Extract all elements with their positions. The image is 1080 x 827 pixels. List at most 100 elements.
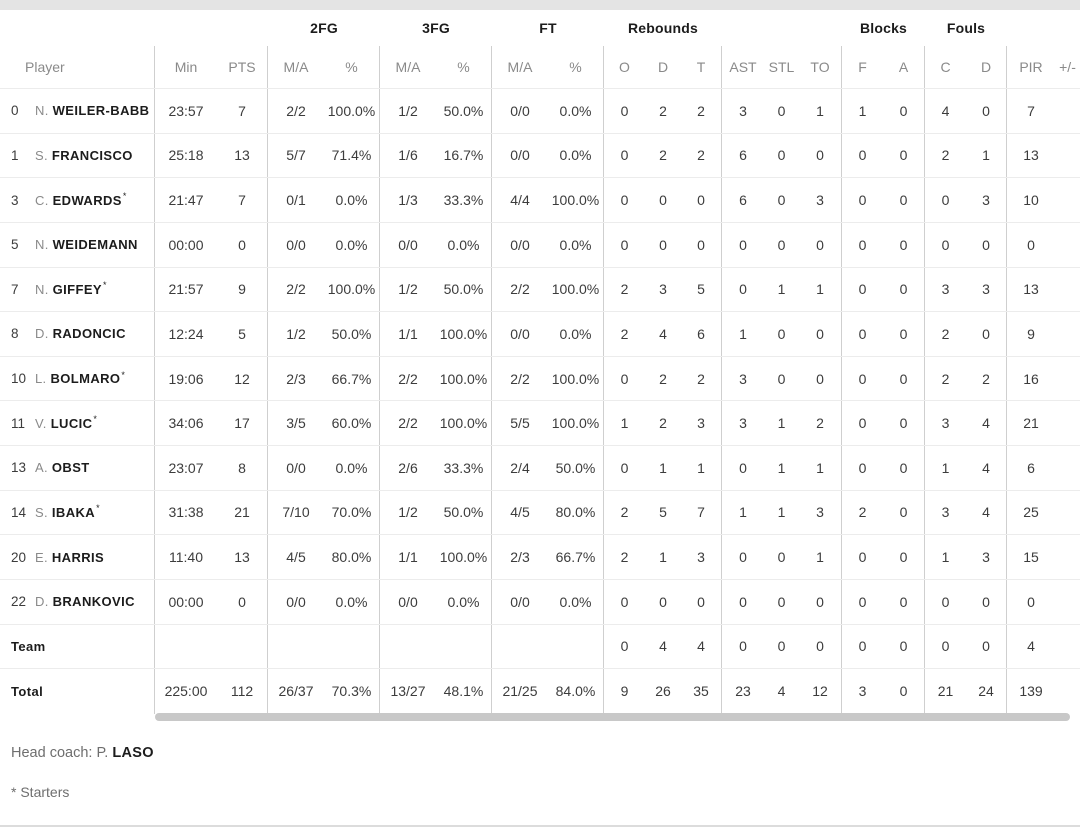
cell-blk-f: 3 [858, 683, 867, 700]
cell-pts: 0 [217, 222, 268, 267]
cell-foul-d: 1 [966, 133, 1007, 178]
cell-ft-ma: 2/2 [510, 370, 530, 387]
group-label-blocks: Blocks [859, 20, 908, 36]
player-initial: S. [35, 147, 48, 163]
cell-reb-o: 2 [620, 325, 629, 342]
cell-foul-d: 3 [966, 267, 1007, 312]
cell-2fg-pct: 66.7% [324, 356, 380, 401]
cell-min: 00:00 [168, 236, 204, 253]
cell-reb-o: 0 [620, 147, 629, 164]
cell-foul-d: 4 [966, 446, 1007, 490]
cell-blk-f: 0 [858, 459, 867, 476]
cell-2fg-ma: 0/0 [286, 593, 306, 610]
cell-foul-c: 3 [941, 415, 950, 432]
cell-pir: 9 [1027, 325, 1035, 342]
cell-blk-a: 0 [883, 401, 925, 445]
player-cell: 20 E. HARRIS [0, 535, 155, 579]
table-row-bolmaro: 10 L. BOLMARO * 19:06 12 2/3 66.7% 2/2 100.… [0, 356, 1080, 402]
cell-plusminus [1055, 268, 1080, 312]
cell-2fg-pct: 60.0% [324, 401, 380, 445]
cell-ft-ma: 0/0 [510, 593, 530, 610]
cell-3fg-ma: 2/2 [398, 415, 418, 432]
player-initial: V. [35, 415, 47, 431]
cell-pir: 13 [1023, 147, 1039, 164]
player-number: 3 [11, 192, 19, 208]
cell-3fg-ma: 13/27 [390, 683, 426, 700]
cell-foul-c: 4 [941, 102, 950, 119]
cell-plusminus [1055, 134, 1080, 178]
cell-to: 2 [799, 401, 842, 445]
table-row-team: Team 0 4 4 0 0 0 0 0 0 0 4 [0, 624, 1080, 670]
group-label-rebounds: Rebounds [627, 20, 699, 36]
cell-ast: 1 [739, 504, 747, 521]
boxscore-table[interactable]: 2FG 3FG FT Rebounds Blocks Fouls Player … [0, 10, 1080, 714]
cell-ast: 0 [739, 593, 747, 610]
head-coach-note: Head coach: P. LASO [11, 745, 154, 761]
cell-2fg-ma: 26/37 [278, 683, 314, 700]
cell-plusminus [1055, 178, 1080, 222]
cell-3fg-ma: 1/3 [398, 192, 418, 209]
cell-plusminus [1055, 535, 1080, 579]
cell-3fg-pct: 16.7% [436, 133, 492, 178]
cell-3fg-ma [380, 625, 436, 669]
player-name: BRANKOVIC [52, 594, 135, 610]
cell-reb-d: 3 [659, 281, 667, 298]
col-header-ft-pct: % [548, 46, 604, 88]
table-row-radoncic: 8 D. RADONCIC 12:24 5 1/2 50.0% 1/1 100.0%… [0, 312, 1080, 357]
player-name: WEILER-BABB [52, 103, 150, 119]
cell-ft-pct: 0.0% [548, 579, 604, 624]
cell-ast: 0 [739, 281, 747, 298]
player-number: 1 [11, 147, 19, 163]
horizontal-scrollbar-thumb[interactable] [155, 713, 1070, 721]
player-cell: Team [0, 624, 155, 669]
cell-stl: 0 [777, 325, 786, 342]
cell-min: 21:47 [168, 192, 204, 209]
cell-blk-a: 0 [883, 446, 925, 490]
cell-3fg-pct: 100.0% [436, 356, 492, 401]
cell-to: 1 [799, 446, 842, 490]
col-header-reb-d: D [657, 59, 669, 75]
cell-3fg-pct: 0.0% [436, 579, 492, 624]
player-cell: 14 S. IBAKA * [0, 490, 155, 535]
cell-to: 0 [799, 133, 842, 178]
cell-foul-d: 0 [966, 222, 1007, 267]
table-row-giffey: 7 N. GIFFEY * 21:57 9 2/2 100.0% 1/2 50.0% … [0, 267, 1080, 313]
cell-min: 19:06 [168, 370, 204, 387]
cell-reb-d: 4 [659, 325, 667, 342]
cell-ft-ma: 4/4 [510, 192, 530, 209]
cell-2fg-ma: 1/2 [286, 325, 306, 342]
cell-2fg-pct [324, 624, 380, 669]
cell-stl: 1 [777, 459, 786, 476]
cell-2fg-ma: 2/2 [286, 281, 306, 298]
cell-pts: 9 [217, 267, 268, 312]
cell-blk-f: 0 [858, 638, 867, 655]
cell-stl: 1 [777, 415, 786, 432]
group-header-row: 2FG 3FG FT Rebounds Blocks Fouls [0, 10, 1080, 46]
cell-blk-f: 0 [858, 415, 867, 432]
player-name: Team [11, 638, 46, 654]
col-header-stl: STL [768, 59, 795, 75]
cell-reb-t: 35 [681, 669, 722, 714]
player-number: 11 [11, 415, 26, 431]
cell-to: 3 [799, 490, 842, 535]
cell-foul-d: 0 [966, 89, 1007, 133]
cell-blk-a: 0 [883, 312, 925, 356]
cell-reb-d: 0 [659, 192, 667, 209]
cell-ast: 0 [739, 236, 747, 253]
cell-blk-a: 0 [883, 490, 925, 535]
player-cell: 11 V. LUCIC * [0, 401, 155, 445]
cell-2fg-ma: 0/0 [286, 236, 306, 253]
cell-reb-o: 9 [620, 683, 629, 700]
cell-reb-d: 2 [659, 415, 667, 432]
cell-stl: 0 [777, 102, 786, 119]
cell-pir: 4 [1027, 638, 1035, 655]
cell-2fg-pct: 0.0% [324, 579, 380, 624]
cell-foul-c: 2 [941, 325, 950, 342]
player-number: 14 [11, 504, 27, 520]
cell-ast: 0 [739, 549, 747, 566]
cell-foul-c: 3 [941, 281, 950, 298]
cell-foul-c: 0 [941, 236, 950, 253]
cell-ft-ma [492, 625, 548, 669]
col-header-plusminus: +/- [1059, 59, 1076, 75]
cell-2fg-pct: 100.0% [324, 89, 380, 133]
